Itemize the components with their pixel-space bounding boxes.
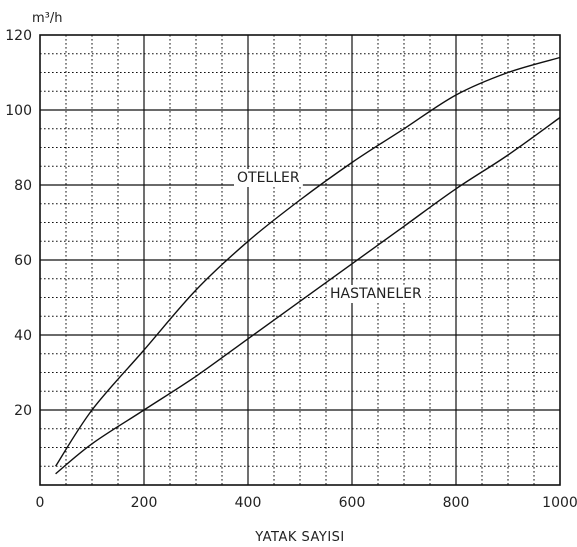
x-tick-label: 400 <box>235 495 262 511</box>
y-tick-label: 80 <box>14 178 32 194</box>
y-tick-label: 20 <box>14 403 32 419</box>
series-curves <box>55 56 561 475</box>
x-axis-label: YATAK SAYISI <box>254 530 345 545</box>
x-tick-label: 0 <box>36 495 45 511</box>
series-label-background <box>234 169 303 187</box>
y-tick-label: 40 <box>14 328 32 344</box>
y-tick-label: 120 <box>5 28 32 44</box>
y-tick-label: 60 <box>14 253 32 269</box>
x-tick-label: 200 <box>131 495 158 511</box>
major-grid <box>40 35 560 485</box>
y-axis-unit: m³/h <box>32 11 63 26</box>
x-tick-label: 1000 <box>542 495 577 511</box>
x-tick-label: 600 <box>339 495 366 511</box>
plot-frame <box>39 34 561 486</box>
series-label-oteller: OTELLER <box>237 170 300 186</box>
y-axis-ticks: 20 40 60 80 100 120 <box>5 28 32 419</box>
x-axis-ticks: 0 200 400 600 800 1000 <box>36 495 577 511</box>
series-label-background <box>327 285 425 303</box>
y-tick-label: 100 <box>5 103 32 119</box>
series-line-0 <box>55 56 561 467</box>
x-tick-label: 800 <box>443 495 470 511</box>
series-label-hastaneler: HASTANELER <box>330 286 422 302</box>
series-line-1 <box>55 116 561 475</box>
